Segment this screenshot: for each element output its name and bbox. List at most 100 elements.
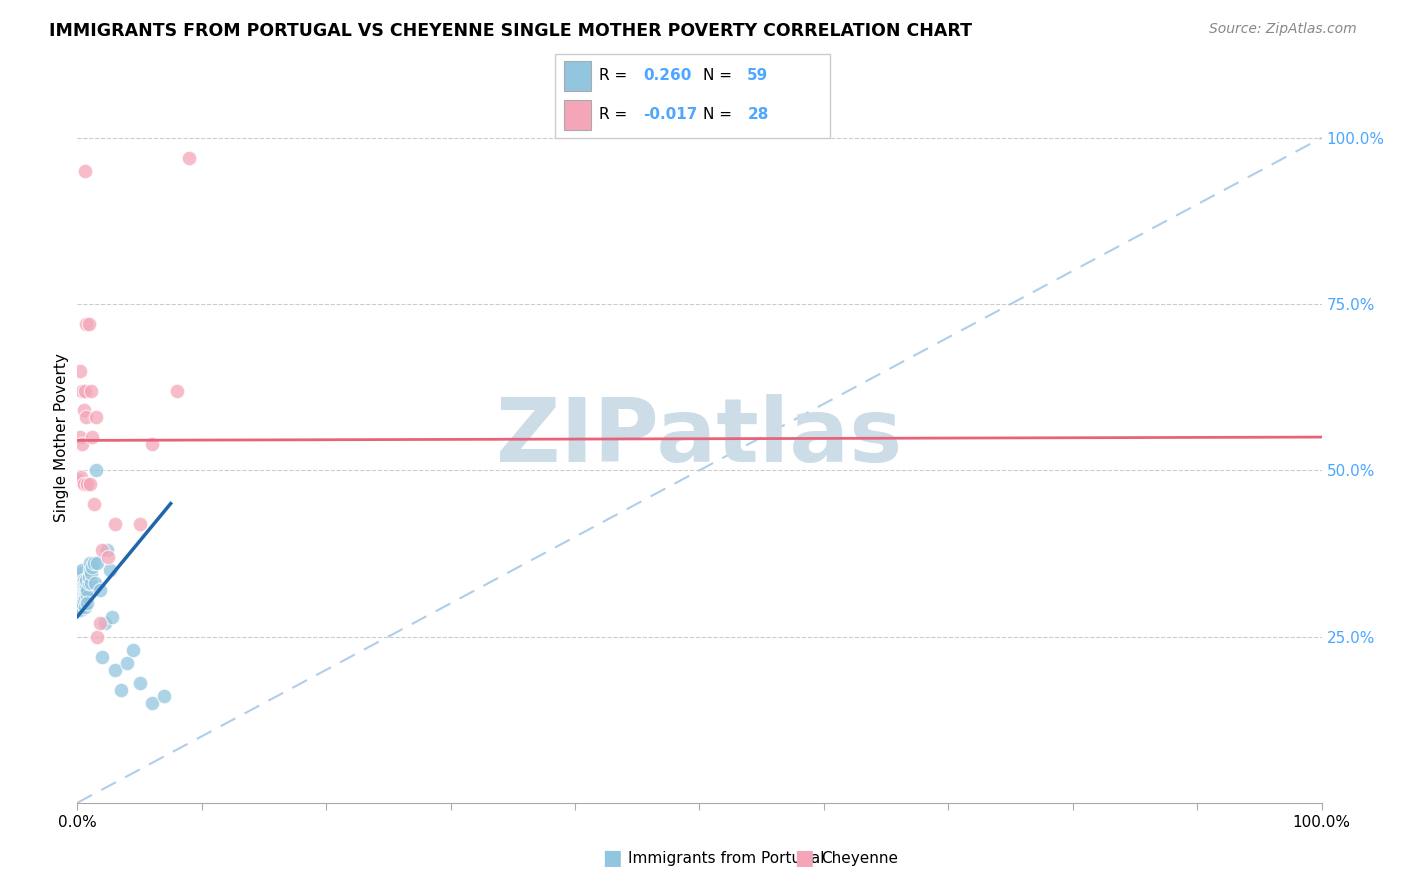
Point — [72, 476, 94, 491]
Point — [101, 609, 124, 624]
Point — [110, 682, 132, 697]
Point — [72, 436, 94, 450]
Point — [72, 593, 94, 607]
Point — [83, 557, 105, 571]
Point — [67, 599, 90, 614]
Point — [84, 463, 107, 477]
Point — [80, 566, 103, 581]
Point — [67, 580, 90, 594]
Point — [75, 317, 97, 331]
Point — [72, 582, 94, 597]
Point — [97, 549, 120, 564]
Point — [73, 590, 96, 604]
Point — [166, 384, 188, 398]
Point — [77, 570, 100, 584]
Point — [75, 410, 97, 425]
Point — [72, 586, 94, 600]
Point — [70, 470, 93, 484]
Point — [89, 582, 111, 597]
Y-axis label: Single Mother Poverty: Single Mother Poverty — [53, 352, 69, 522]
Point — [69, 596, 91, 610]
Point — [72, 576, 94, 591]
Point — [122, 643, 145, 657]
Point — [79, 563, 101, 577]
Point — [128, 516, 150, 531]
Point — [76, 596, 98, 610]
Point — [70, 586, 93, 600]
Point — [72, 573, 94, 587]
Point — [86, 630, 108, 644]
Text: N =: N = — [703, 107, 737, 121]
Point — [75, 580, 97, 594]
Point — [77, 317, 100, 331]
Text: ■: ■ — [794, 848, 814, 868]
Point — [73, 582, 96, 597]
Point — [69, 363, 91, 377]
Point — [70, 593, 93, 607]
Point — [69, 570, 91, 584]
Point — [80, 576, 103, 591]
Point — [91, 543, 114, 558]
Point — [72, 563, 94, 577]
Text: Immigrants from Portugal: Immigrants from Portugal — [628, 851, 825, 865]
Point — [69, 430, 91, 444]
Point — [67, 586, 90, 600]
Point — [67, 473, 90, 487]
Point — [89, 616, 111, 631]
Bar — [564, 62, 591, 91]
Point — [72, 590, 94, 604]
Text: 59: 59 — [748, 68, 769, 83]
Point — [80, 384, 103, 398]
Point — [77, 576, 100, 591]
Text: Cheyenne: Cheyenne — [821, 851, 898, 865]
Point — [141, 696, 163, 710]
FancyBboxPatch shape — [555, 54, 830, 138]
Point — [76, 590, 98, 604]
Point — [69, 590, 91, 604]
Point — [84, 410, 107, 425]
Point — [70, 580, 93, 594]
Point — [82, 430, 104, 444]
Bar — [564, 100, 591, 130]
Point — [76, 476, 98, 491]
Text: ZIPatlas: ZIPatlas — [496, 393, 903, 481]
Point — [82, 559, 104, 574]
Point — [72, 384, 94, 398]
Point — [76, 582, 98, 597]
Point — [73, 384, 96, 398]
Point — [73, 576, 96, 591]
Point — [115, 656, 138, 670]
Point — [72, 403, 94, 417]
Point — [70, 573, 93, 587]
Point — [75, 573, 97, 587]
Point — [98, 563, 121, 577]
Point — [91, 649, 114, 664]
Text: 28: 28 — [748, 107, 769, 121]
Text: N =: N = — [703, 68, 737, 83]
Text: Source: ZipAtlas.com: Source: ZipAtlas.com — [1209, 22, 1357, 37]
Point — [75, 586, 97, 600]
Point — [67, 573, 90, 587]
Point — [179, 151, 201, 165]
Point — [104, 663, 127, 677]
Point — [72, 596, 94, 610]
Point — [67, 593, 90, 607]
Point — [83, 576, 105, 591]
Point — [69, 576, 91, 591]
Text: 0.260: 0.260 — [643, 68, 692, 83]
Point — [69, 582, 91, 597]
Point — [73, 599, 96, 614]
Point — [79, 557, 101, 571]
Point — [153, 690, 176, 704]
Text: R =: R = — [599, 68, 633, 83]
Point — [86, 557, 108, 571]
Point — [72, 580, 94, 594]
Text: R =: R = — [599, 107, 633, 121]
Point — [83, 497, 105, 511]
Point — [70, 566, 93, 581]
Point — [96, 543, 118, 558]
Point — [79, 476, 101, 491]
Text: IMMIGRANTS FROM PORTUGAL VS CHEYENNE SINGLE MOTHER POVERTY CORRELATION CHART: IMMIGRANTS FROM PORTUGAL VS CHEYENNE SIN… — [49, 22, 972, 40]
Point — [128, 676, 150, 690]
Point — [93, 616, 115, 631]
